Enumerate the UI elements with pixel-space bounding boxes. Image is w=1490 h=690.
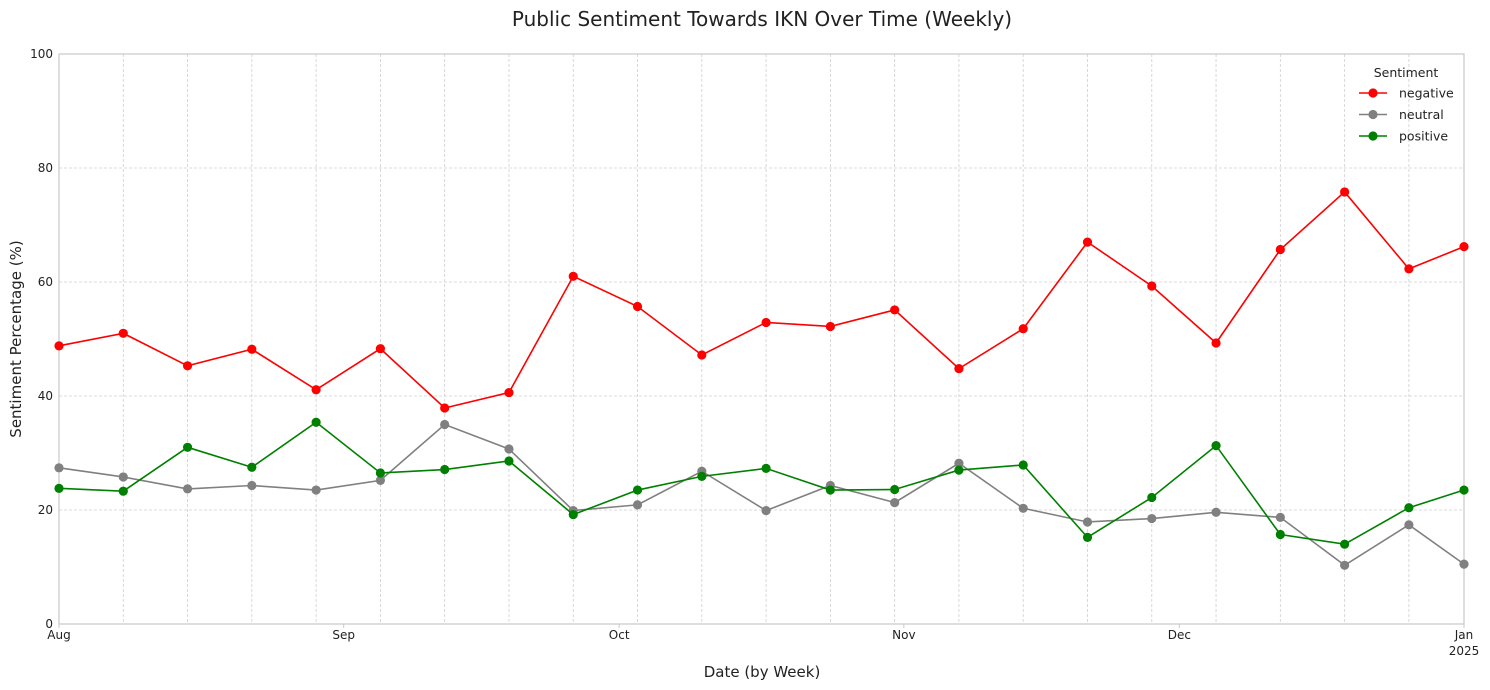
- data-point-positive: [182, 442, 193, 452]
- series-line-neutral: [58, 423, 1465, 567]
- data-point-neutral: [375, 475, 386, 485]
- data-point-neutral: [247, 480, 257, 491]
- data-point-positive: [504, 456, 514, 466]
- data-point-negative: [954, 364, 964, 374]
- legend-title: Sentiment: [1374, 65, 1439, 80]
- data-point-neutral: [632, 500, 643, 510]
- legend-label-negative: negative: [1399, 86, 1454, 101]
- data-point-negative: [182, 361, 193, 371]
- data-point-positive: [568, 509, 578, 520]
- data-point-positive: [1275, 529, 1285, 540]
- data-point-positive: [1082, 532, 1093, 542]
- series-line-positive: [58, 421, 1465, 546]
- data-point-negative: [568, 271, 578, 281]
- data-point-negative: [504, 387, 514, 398]
- data-point-negative: [1018, 324, 1028, 334]
- data-point-neutral: [118, 472, 128, 482]
- data-point-positive: [697, 471, 707, 481]
- y-tick-label: 40: [38, 389, 53, 403]
- data-point-negative: [825, 321, 835, 332]
- data-point-negative: [1275, 244, 1285, 255]
- data-point-negative: [375, 344, 386, 354]
- legend-label-neutral: neutral: [1399, 107, 1444, 122]
- series-line-negative: [58, 190, 1465, 409]
- data-point-positive: [118, 486, 128, 496]
- data-point-neutral: [954, 458, 964, 468]
- x-tick-year-label: 2025: [1449, 644, 1480, 658]
- data-point-negative: [440, 403, 450, 413]
- data-point-positive: [1459, 485, 1469, 495]
- data-point-neutral: [890, 497, 900, 508]
- data-point-neutral: [182, 484, 193, 494]
- y-tick-label: 100: [30, 47, 53, 61]
- data-point-positive: [311, 417, 321, 427]
- data-point-negative: [247, 344, 257, 354]
- data-point-neutral: [1404, 520, 1414, 530]
- data-point-positive: [761, 463, 771, 473]
- data-point-positive: [375, 468, 386, 478]
- data-point-positive: [890, 484, 900, 495]
- data-point-neutral: [504, 444, 514, 454]
- data-point-negative: [1459, 242, 1469, 252]
- x-tick-label: Oct: [609, 628, 630, 642]
- data-point-neutral: [1459, 559, 1469, 569]
- x-axis-label: Date (by Week): [704, 663, 821, 681]
- data-point-positive: [1018, 460, 1028, 470]
- data-point-neutral: [1211, 507, 1221, 517]
- data-point-positive: [440, 464, 450, 475]
- data-point-neutral: [54, 463, 64, 473]
- grid-lines: [59, 53, 1464, 625]
- data-point-positive: [1404, 503, 1414, 513]
- data-point-positive: [54, 483, 64, 493]
- plot-frame: [58, 53, 1465, 625]
- data-point-neutral: [1340, 560, 1350, 570]
- data-point-negative: [118, 328, 128, 338]
- data-point-positive: [1147, 492, 1157, 503]
- data-point-negative: [1147, 281, 1157, 291]
- legend-marker-negative: [1368, 88, 1378, 98]
- data-point-negative: [1211, 338, 1221, 348]
- data-point-positive: [1340, 539, 1350, 549]
- legend-marker-positive: [1368, 131, 1378, 141]
- data-point-neutral: [1275, 512, 1285, 523]
- data-point-positive: [1211, 440, 1221, 451]
- legend-label-positive: positive: [1399, 129, 1448, 144]
- data-point-negative: [890, 305, 900, 315]
- x-tick-label: Dec: [1168, 628, 1191, 642]
- data-point-negative: [761, 317, 771, 328]
- data-point-negative: [632, 301, 643, 312]
- data-point-neutral: [440, 419, 450, 430]
- data-point-positive: [632, 485, 643, 495]
- data-point-neutral: [1147, 513, 1157, 524]
- data-point-neutral: [311, 485, 321, 495]
- x-axis-ticks: Aug Sep Oct Nov Dec Jan 2025: [47, 624, 1479, 658]
- y-tick-label: 80: [38, 161, 53, 175]
- y-tick-label: 0: [45, 617, 53, 631]
- data-point-negative: [311, 385, 321, 395]
- legend-marker-neutral: [1368, 109, 1378, 120]
- x-tick-label: Aug: [47, 628, 70, 642]
- data-point-negative: [1404, 264, 1414, 274]
- x-tick-label: Nov: [892, 628, 915, 642]
- legend: Sentiment negative neutral positive: [1359, 65, 1454, 144]
- data-point-positive: [825, 485, 835, 495]
- series-layer: [54, 187, 1469, 570]
- x-tick-label: Sep: [332, 628, 355, 642]
- y-tick-label: 20: [38, 503, 53, 517]
- data-point-positive: [954, 465, 964, 475]
- data-point-negative: [54, 341, 64, 351]
- x-tick-label: Jan: [1454, 628, 1474, 642]
- data-point-neutral: [1018, 503, 1028, 513]
- data-point-negative: [1340, 187, 1350, 197]
- data-point-negative: [1082, 237, 1093, 247]
- data-point-positive: [247, 462, 257, 472]
- data-point-negative: [697, 350, 707, 360]
- y-tick-label: 60: [38, 275, 53, 289]
- data-point-neutral: [761, 505, 771, 516]
- y-axis-label: Sentiment Percentage (%): [7, 240, 25, 437]
- chart-title: Public Sentiment Towards IKN Over Time (…: [512, 7, 1012, 31]
- data-point-neutral: [1082, 517, 1093, 527]
- y-axis-ticks: 0 20 40 60 80 100: [30, 47, 53, 631]
